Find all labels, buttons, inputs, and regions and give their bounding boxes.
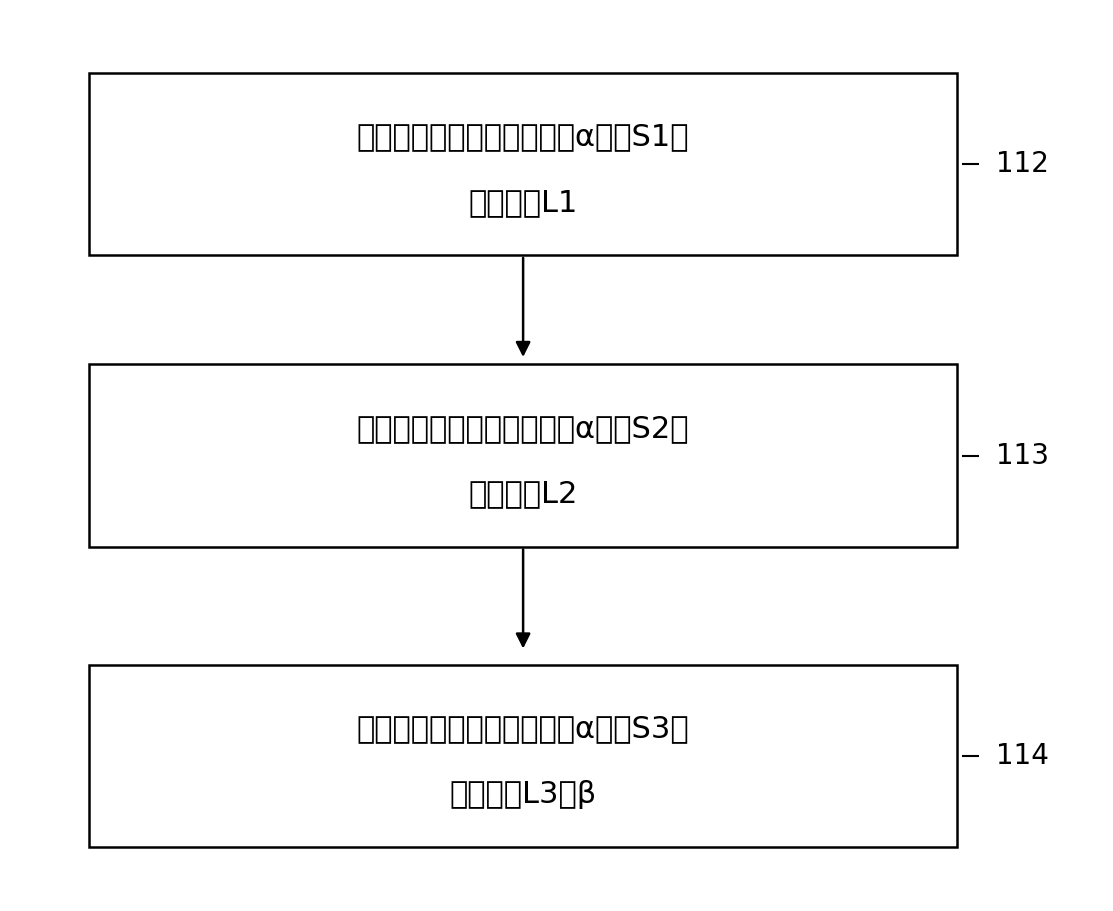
Text: 侧位图片处理获得畜形参数α２、S2和: 侧位图片处理获得畜形参数α２、S2和 xyxy=(357,414,689,443)
Text: 安装参数L3、β: 安装参数L3、β xyxy=(450,780,597,809)
Text: 安装参数L2: 安装参数L2 xyxy=(469,479,578,508)
Text: 112: 112 xyxy=(996,150,1050,178)
FancyBboxPatch shape xyxy=(89,73,957,255)
Text: 正位图片处理获得畜形参数α１、S1和: 正位图片处理获得畜形参数α１、S1和 xyxy=(357,122,689,151)
Text: 轴位图片处理获得畜形参数α３、S3和: 轴位图片处理获得畜形参数α３、S3和 xyxy=(357,714,689,743)
Text: 安装参数L1: 安装参数L1 xyxy=(469,188,578,217)
FancyBboxPatch shape xyxy=(89,665,957,847)
Text: 114: 114 xyxy=(996,742,1050,770)
Text: 113: 113 xyxy=(996,442,1050,469)
FancyBboxPatch shape xyxy=(89,364,957,547)
